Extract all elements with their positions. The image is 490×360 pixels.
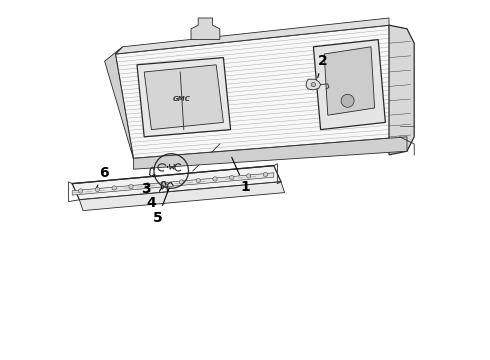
Polygon shape bbox=[72, 173, 274, 195]
Polygon shape bbox=[116, 25, 407, 158]
Circle shape bbox=[112, 186, 116, 190]
Polygon shape bbox=[72, 166, 281, 200]
Circle shape bbox=[163, 181, 167, 186]
Polygon shape bbox=[116, 18, 389, 54]
Circle shape bbox=[263, 172, 268, 177]
Circle shape bbox=[311, 82, 316, 87]
Circle shape bbox=[230, 175, 234, 180]
Polygon shape bbox=[104, 47, 133, 158]
Polygon shape bbox=[191, 18, 220, 40]
Text: 1: 1 bbox=[232, 157, 250, 194]
Polygon shape bbox=[133, 137, 407, 169]
Polygon shape bbox=[314, 40, 386, 130]
Circle shape bbox=[213, 177, 217, 181]
Polygon shape bbox=[324, 47, 374, 115]
Circle shape bbox=[78, 189, 83, 193]
Circle shape bbox=[179, 180, 184, 184]
Circle shape bbox=[146, 183, 150, 187]
Circle shape bbox=[196, 178, 200, 183]
Text: 6: 6 bbox=[97, 166, 109, 187]
Text: GMC: GMC bbox=[173, 96, 191, 102]
Polygon shape bbox=[137, 58, 231, 137]
Circle shape bbox=[246, 174, 251, 178]
Circle shape bbox=[341, 94, 354, 107]
Text: 2: 2 bbox=[318, 54, 327, 78]
Polygon shape bbox=[79, 182, 285, 211]
Polygon shape bbox=[306, 79, 320, 90]
Text: 3: 3 bbox=[141, 175, 155, 196]
Polygon shape bbox=[144, 65, 223, 130]
Text: 4: 4 bbox=[147, 188, 162, 210]
Circle shape bbox=[129, 184, 133, 189]
Circle shape bbox=[95, 187, 99, 192]
Text: 5: 5 bbox=[153, 190, 169, 225]
Polygon shape bbox=[389, 25, 414, 155]
